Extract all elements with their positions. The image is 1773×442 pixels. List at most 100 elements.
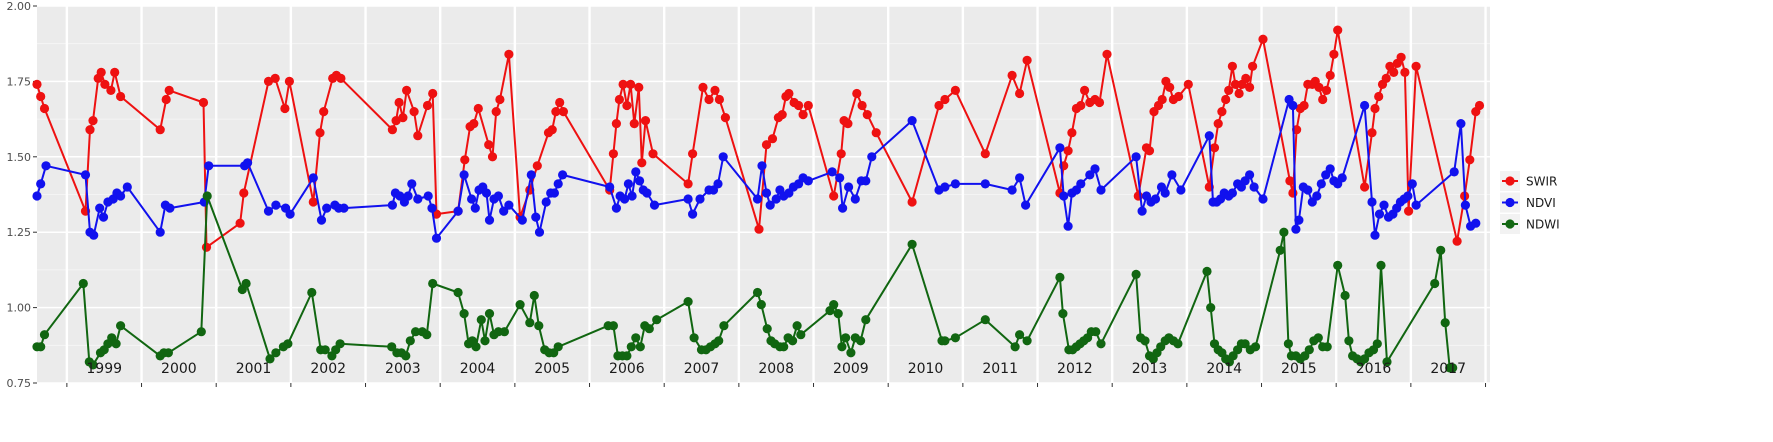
data-point	[1321, 85, 1332, 95]
data-point	[1245, 82, 1255, 92]
data-point	[618, 79, 628, 89]
data-point	[80, 170, 91, 180]
data-point	[1340, 290, 1350, 301]
data-point	[1241, 73, 1251, 83]
data-point	[100, 79, 110, 89]
data-point	[470, 203, 480, 213]
data-point	[1091, 327, 1101, 337]
data-point	[555, 97, 565, 108]
legend-label: NDVI	[1526, 196, 1556, 210]
data-point	[428, 88, 438, 99]
data-point	[649, 200, 660, 210]
data-point	[235, 218, 245, 228]
data-point	[165, 203, 175, 213]
data-point	[1206, 303, 1216, 313]
data-point	[1258, 34, 1268, 44]
data-point	[622, 100, 632, 111]
data-point	[1285, 176, 1295, 186]
data-point	[695, 194, 705, 204]
data-point	[1227, 188, 1237, 198]
data-point	[833, 309, 843, 319]
data-point	[1063, 146, 1073, 156]
data-point	[322, 203, 332, 213]
data-point	[940, 336, 950, 346]
data-point	[844, 182, 854, 192]
data-point	[387, 200, 397, 210]
data-point	[1299, 100, 1309, 111]
data-point	[473, 103, 483, 114]
data-point	[950, 333, 961, 343]
gridlines	[37, 5, 1490, 384]
data-point	[459, 309, 469, 319]
data-point	[1240, 339, 1250, 349]
data-point	[1325, 70, 1335, 80]
data-point	[1258, 194, 1268, 204]
data-point	[549, 188, 560, 198]
data-point	[155, 227, 165, 237]
data-point	[319, 107, 329, 117]
data-point	[161, 94, 171, 105]
data-point	[1312, 191, 1322, 201]
legend-key-point	[1505, 219, 1515, 229]
data-point	[718, 152, 728, 162]
year-label: 2015	[1281, 361, 1317, 377]
data-point	[525, 318, 535, 328]
data-point	[1283, 339, 1293, 349]
data-point	[648, 149, 658, 159]
data-point	[704, 94, 714, 105]
data-point	[1167, 170, 1177, 180]
data-point	[1449, 167, 1459, 177]
data-point	[387, 125, 397, 135]
data-point	[796, 330, 806, 340]
data-point	[1131, 269, 1141, 279]
y-tick-label: 1.75	[7, 75, 32, 88]
data-point	[1318, 94, 1328, 105]
data-point	[1131, 152, 1141, 162]
data-point	[626, 79, 636, 89]
data-point	[116, 191, 126, 201]
data-point	[196, 327, 206, 337]
data-point	[1389, 67, 1399, 77]
data-point	[857, 100, 867, 111]
data-point	[469, 119, 479, 129]
data-point	[1374, 91, 1384, 102]
data-point	[491, 107, 501, 117]
data-point	[1452, 236, 1462, 246]
data-point	[308, 197, 318, 207]
data-point	[940, 182, 950, 192]
data-point	[1382, 357, 1392, 367]
data-point	[608, 149, 619, 159]
data-point	[1137, 206, 1147, 216]
data-point	[1248, 61, 1258, 71]
data-point	[36, 179, 46, 189]
data-point	[1322, 342, 1332, 352]
data-point	[1076, 179, 1086, 189]
data-point	[1337, 173, 1347, 183]
data-point	[608, 321, 619, 331]
data-series	[32, 25, 1485, 373]
data-point	[1294, 215, 1304, 225]
data-point	[907, 197, 917, 207]
data-point	[623, 179, 634, 189]
year-labels: 1999 2000 2001 2002 2003 2004 2005 2006 2007 2008…	[86, 361, 1466, 377]
data-point	[1055, 143, 1065, 153]
data-point	[1096, 339, 1106, 349]
data-point	[1067, 128, 1077, 138]
data-point	[163, 348, 173, 358]
y-tick-label: 1.25	[7, 226, 32, 239]
data-point	[422, 100, 433, 111]
data-point	[1234, 88, 1244, 99]
data-point	[867, 152, 877, 162]
data-point	[1313, 333, 1323, 343]
data-point	[39, 103, 50, 114]
data-point	[403, 191, 413, 201]
data-point	[1372, 339, 1382, 349]
year-label: 2005	[534, 361, 570, 377]
data-point	[1059, 191, 1069, 201]
data-point	[1224, 85, 1234, 95]
data-point	[36, 91, 46, 102]
data-point	[1249, 182, 1259, 192]
data-point	[1144, 146, 1155, 156]
data-point	[1015, 88, 1025, 99]
year-label: 2012	[1057, 361, 1093, 377]
